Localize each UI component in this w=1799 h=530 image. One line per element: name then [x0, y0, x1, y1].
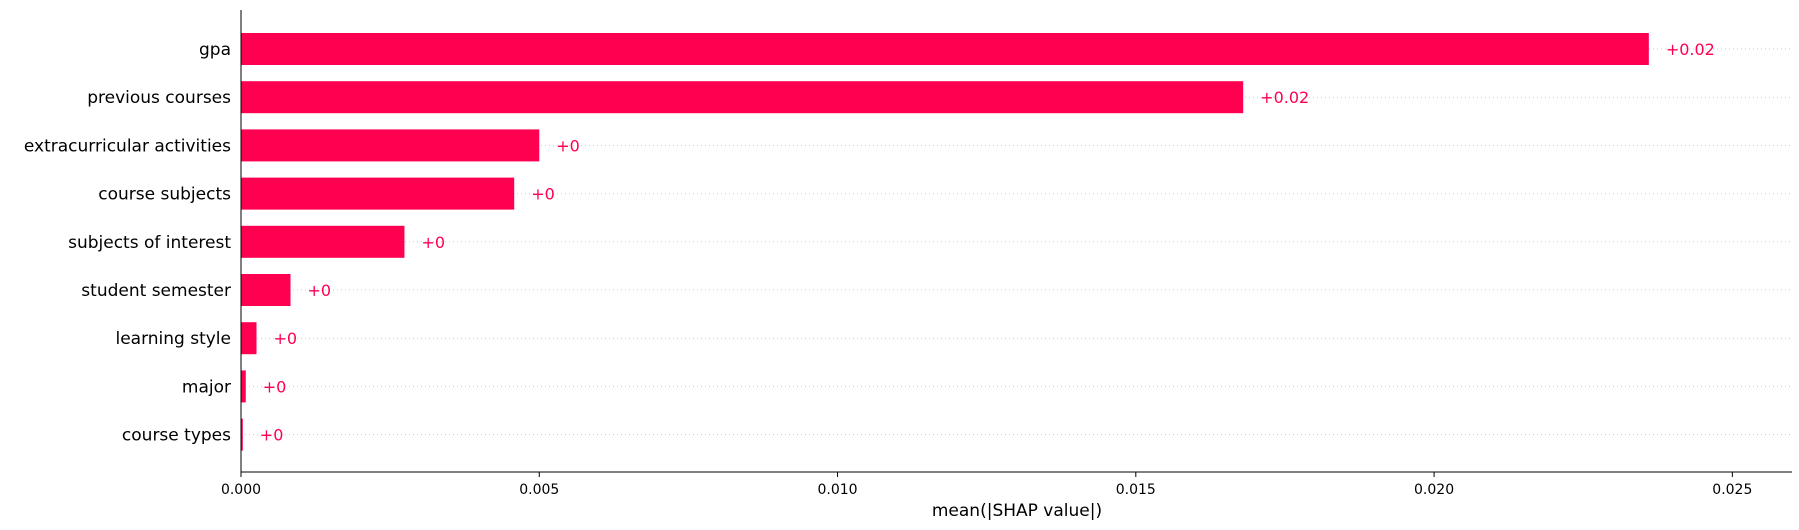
- x-tick-label: 0.020: [1414, 482, 1454, 498]
- x-tick-label: 0.025: [1712, 482, 1752, 498]
- category-label: student semester: [81, 281, 231, 301]
- x-tick-label: 0.000: [221, 482, 261, 498]
- bars: [241, 33, 1649, 451]
- data-label: +0: [421, 233, 445, 252]
- category-label: course subjects: [98, 185, 231, 205]
- axes: 0.000 0.005 0.010 0.015 0.020 0.025: [221, 10, 1792, 498]
- bar: [241, 225, 405, 258]
- category-label: learning style: [115, 329, 231, 349]
- data-label: +0: [531, 185, 555, 204]
- category-label: major: [182, 377, 231, 397]
- x-tick-label: 0.015: [1116, 482, 1156, 498]
- category-labels: gpa previous courses extracurricular activ…: [24, 40, 231, 446]
- x-axis-title: mean(|SHAP value|): [932, 501, 1102, 521]
- x-tick-label: 0.010: [817, 482, 857, 498]
- category-label: course types: [122, 426, 231, 446]
- bar: [241, 129, 540, 162]
- category-label: subjects of interest: [68, 233, 231, 253]
- data-labels: +0.02 +0.02 +0 +0 +0 +0 +0 +0 +0: [260, 40, 1715, 445]
- category-label: extracurricular activities: [24, 136, 231, 156]
- category-label: previous courses: [87, 88, 231, 108]
- data-label: +0.02: [1666, 40, 1715, 59]
- bar: [241, 81, 1244, 114]
- bar: [241, 177, 515, 210]
- category-label: gpa: [199, 40, 231, 60]
- data-label: +0: [263, 377, 287, 396]
- x-tick-label: 0.005: [519, 482, 559, 498]
- bar: [241, 33, 1649, 65]
- data-label: +0: [308, 281, 332, 300]
- bar: [241, 418, 243, 451]
- bar: [241, 370, 246, 403]
- data-label: +0: [274, 329, 298, 348]
- data-label: +0: [556, 136, 580, 155]
- bar: [241, 274, 291, 306]
- data-label: +0: [260, 426, 284, 445]
- data-label: +0.02: [1260, 88, 1309, 107]
- bar: [241, 322, 257, 355]
